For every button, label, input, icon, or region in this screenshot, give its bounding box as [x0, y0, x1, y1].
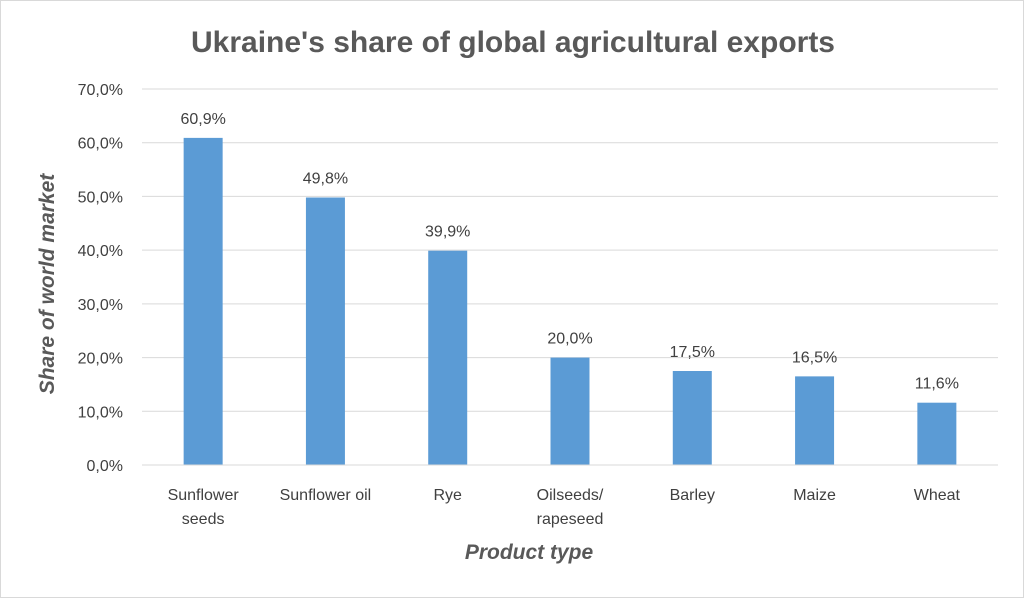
y-axis-title: Share of world market	[36, 173, 59, 395]
bar	[672, 371, 712, 465]
x-tick-label: Oilseeds/rapeseed	[537, 487, 604, 528]
y-tick-label: 50,0%	[78, 189, 123, 206]
y-axis-ticks: 0,0% 10,0% 20,0% 30,0% 40,0% 50,0% 60,0% 70,0%	[78, 82, 123, 475]
bars	[183, 137, 957, 465]
bar	[428, 250, 468, 465]
x-tick-label: Maize	[793, 487, 836, 504]
bar	[305, 197, 345, 465]
y-tick-label: 20,0%	[78, 351, 123, 368]
x-tick-label: Sunflower oil	[280, 487, 372, 504]
y-tick-label: 0,0%	[87, 458, 123, 475]
y-tick-label: 10,0%	[78, 404, 123, 421]
data-label: 16,5%	[792, 349, 837, 366]
x-tick-label: Wheat	[914, 487, 961, 504]
data-label: 49,8%	[303, 171, 348, 188]
bar	[183, 137, 223, 465]
y-tick-label: 40,0%	[78, 243, 123, 260]
data-labels: 60,9% 49,8% 39,9% 20,0% 17,5% 16,5% 11,6%	[180, 111, 958, 393]
x-tick-label: Sunflower seeds	[168, 487, 240, 528]
chart-title: Ukraine's share of global agricultural e…	[191, 26, 835, 59]
x-axis-ticks: Sunflower seeds Sunflower oil Rye Oilseeds/r…	[168, 487, 961, 528]
data-label: 17,5%	[670, 344, 715, 361]
bar	[917, 402, 957, 465]
bar	[550, 357, 590, 465]
x-axis-title: Product type	[465, 541, 594, 564]
data-label: 20,0%	[547, 331, 592, 348]
x-tick-label: Rye	[433, 487, 462, 504]
data-label: 60,9%	[180, 111, 225, 128]
data-label: 11,6%	[915, 376, 959, 393]
x-tick-label: Barley	[670, 487, 715, 504]
data-label: 39,9%	[425, 224, 470, 241]
y-tick-label: 30,0%	[78, 297, 123, 314]
gridlines	[142, 88, 998, 412]
y-tick-label: 70,0%	[78, 82, 123, 99]
bar	[795, 376, 835, 465]
y-tick-label: 60,0%	[78, 136, 123, 153]
